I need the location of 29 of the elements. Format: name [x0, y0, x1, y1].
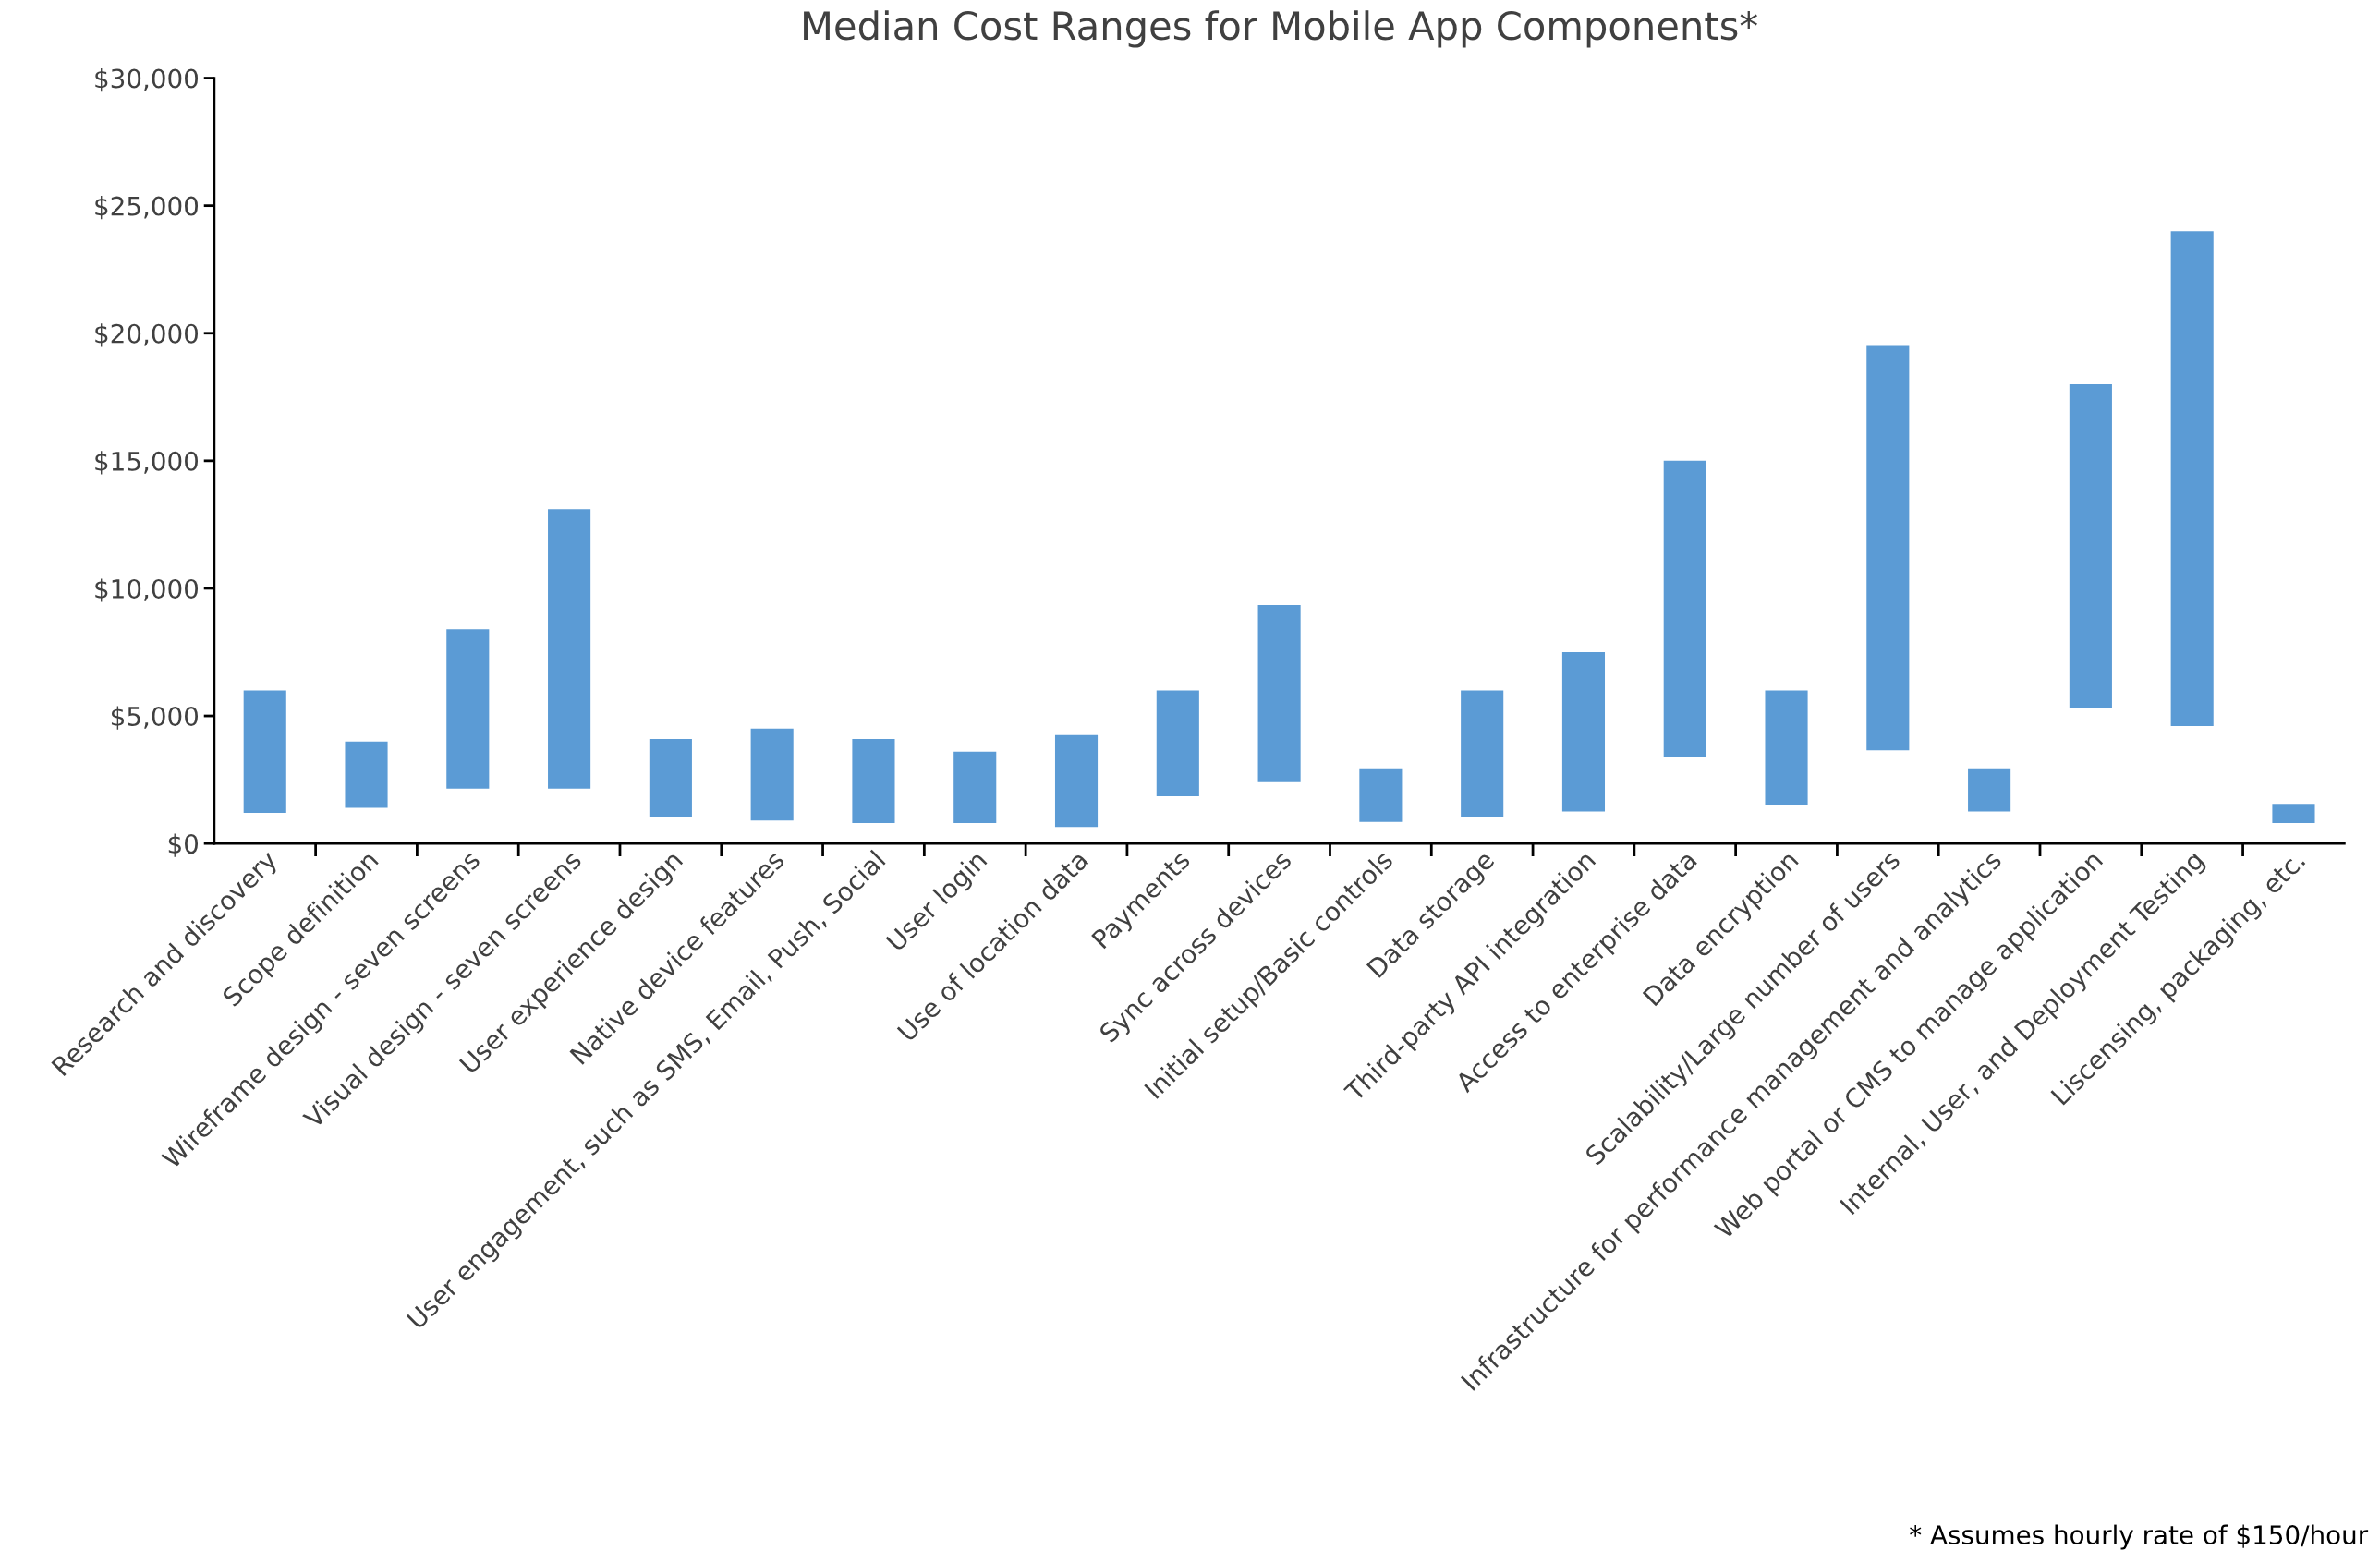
y-tick-label: $20,000 — [95, 323, 199, 347]
bar — [649, 738, 692, 817]
bar — [1054, 734, 1099, 828]
y-tick-label: $25,000 — [95, 196, 199, 220]
bar — [1156, 690, 1199, 797]
bar — [750, 728, 794, 821]
bar — [1765, 690, 1808, 805]
bar — [1359, 768, 1402, 822]
y-tick-label: $30,000 — [95, 68, 199, 92]
chart-title: Median Cost Ranges for Mobile App Components* — [804, 10, 1757, 48]
text: * Assumes hourly rate of $150/hour — [1910, 1524, 2369, 1550]
bar — [1561, 651, 1606, 812]
y-tick-label: $5,000 — [111, 706, 199, 730]
bar — [243, 690, 286, 813]
bar — [446, 629, 490, 789]
bar — [953, 751, 997, 824]
y-tick-label: $15,000 — [95, 451, 199, 475]
bar — [1461, 690, 1504, 817]
y-tick-label: $10,000 — [95, 578, 199, 602]
bar — [548, 509, 591, 789]
bar — [2170, 231, 2214, 727]
bar — [345, 741, 388, 808]
bar — [852, 738, 895, 824]
bar — [1968, 768, 2011, 812]
bar — [2272, 804, 2315, 824]
bar — [1866, 345, 1910, 751]
bar — [2069, 383, 2112, 708]
bar — [1663, 460, 1706, 757]
bar — [1257, 604, 1301, 782]
